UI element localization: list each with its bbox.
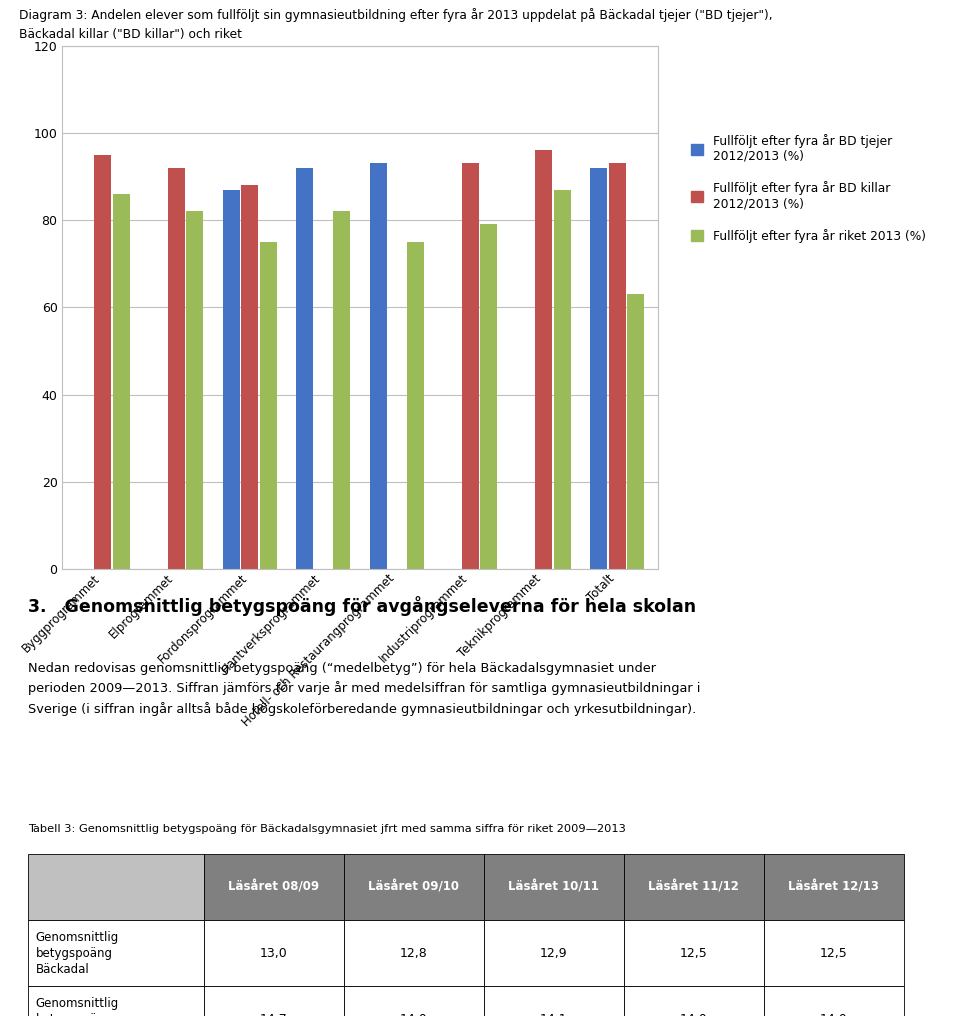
Text: 12,5: 12,5 bbox=[680, 947, 708, 959]
Bar bbox=[29, 920, 204, 987]
Text: Läsåret 12/13: Läsåret 12/13 bbox=[788, 881, 879, 893]
Text: Tabell 3: Genomsnittlig betygspoäng för Bäckadalsgymnasiet jfrt med samma siffra: Tabell 3: Genomsnittlig betygspoäng för … bbox=[29, 824, 626, 834]
Text: 12,9: 12,9 bbox=[540, 947, 567, 959]
Text: Läsåret 11/12: Läsåret 11/12 bbox=[648, 881, 739, 893]
Text: 14,7: 14,7 bbox=[260, 1013, 287, 1016]
Bar bbox=[609, 164, 626, 569]
Bar bbox=[204, 987, 344, 1016]
Bar bbox=[370, 164, 387, 569]
Bar bbox=[223, 190, 240, 569]
Text: Läsåret 09/10: Läsåret 09/10 bbox=[368, 881, 459, 893]
Text: Genomsnittlig
betygspoäng
riket: Genomsnittlig betygspoäng riket bbox=[36, 997, 119, 1016]
Bar bbox=[333, 211, 350, 569]
Bar bbox=[204, 853, 344, 920]
Bar bbox=[344, 853, 484, 920]
Legend: Fullföljt efter fyra år BD tjejer
2012/2013 (%), Fullföljt efter fyra år BD kill: Fullföljt efter fyra år BD tjejer 2012/2… bbox=[687, 130, 930, 246]
Text: Läsåret 08/09: Läsåret 08/09 bbox=[228, 881, 319, 893]
Bar bbox=[764, 920, 904, 987]
Text: Nedan redovisas genomsnittlig betygspoäng (“medelbetyg”) för hela Bäckadalsgymna: Nedan redovisas genomsnittlig betygspoän… bbox=[29, 661, 701, 716]
Text: 14,0: 14,0 bbox=[399, 1013, 427, 1016]
Bar bbox=[462, 164, 479, 569]
Bar bbox=[168, 168, 184, 569]
Text: Läsåret 10/11: Läsåret 10/11 bbox=[508, 881, 599, 893]
Text: 12,8: 12,8 bbox=[399, 947, 427, 959]
Text: 12,5: 12,5 bbox=[820, 947, 848, 959]
Bar bbox=[112, 194, 130, 569]
Bar bbox=[624, 987, 764, 1016]
Bar bbox=[484, 853, 624, 920]
Text: 14,0: 14,0 bbox=[680, 1013, 708, 1016]
Bar bbox=[260, 242, 276, 569]
Bar bbox=[29, 853, 204, 920]
Bar bbox=[536, 150, 552, 569]
Bar bbox=[480, 225, 497, 569]
Bar bbox=[590, 168, 608, 569]
Bar bbox=[624, 853, 764, 920]
Text: 14,1: 14,1 bbox=[540, 1013, 567, 1016]
Text: Bäckadal killar ("BD killar") och riket: Bäckadal killar ("BD killar") och riket bbox=[19, 28, 242, 42]
Text: Diagram 3: Andelen elever som fullföljt sin gymnasieutbildning efter fyra år 201: Diagram 3: Andelen elever som fullföljt … bbox=[19, 8, 773, 22]
Bar bbox=[344, 987, 484, 1016]
Bar bbox=[204, 920, 344, 987]
Text: Genomsnittlig
betygspoäng
Bäckadal: Genomsnittlig betygspoäng Bäckadal bbox=[36, 931, 119, 975]
Bar bbox=[241, 185, 258, 569]
Bar bbox=[297, 168, 313, 569]
Bar bbox=[484, 920, 624, 987]
Bar bbox=[407, 242, 423, 569]
Bar bbox=[764, 987, 904, 1016]
Bar bbox=[29, 987, 204, 1016]
Bar bbox=[94, 154, 111, 569]
Bar bbox=[554, 190, 570, 569]
Bar bbox=[627, 295, 644, 569]
Bar bbox=[186, 211, 204, 569]
Bar bbox=[764, 853, 904, 920]
Bar bbox=[484, 987, 624, 1016]
Bar bbox=[624, 920, 764, 987]
Text: 13,0: 13,0 bbox=[260, 947, 287, 959]
Text: 3.   Genomsnittlig betygspoäng för avgångseleverna för hela skolan: 3. Genomsnittlig betygspoäng för avgångs… bbox=[29, 595, 697, 616]
Bar bbox=[344, 920, 484, 987]
Text: 14,0: 14,0 bbox=[820, 1013, 848, 1016]
